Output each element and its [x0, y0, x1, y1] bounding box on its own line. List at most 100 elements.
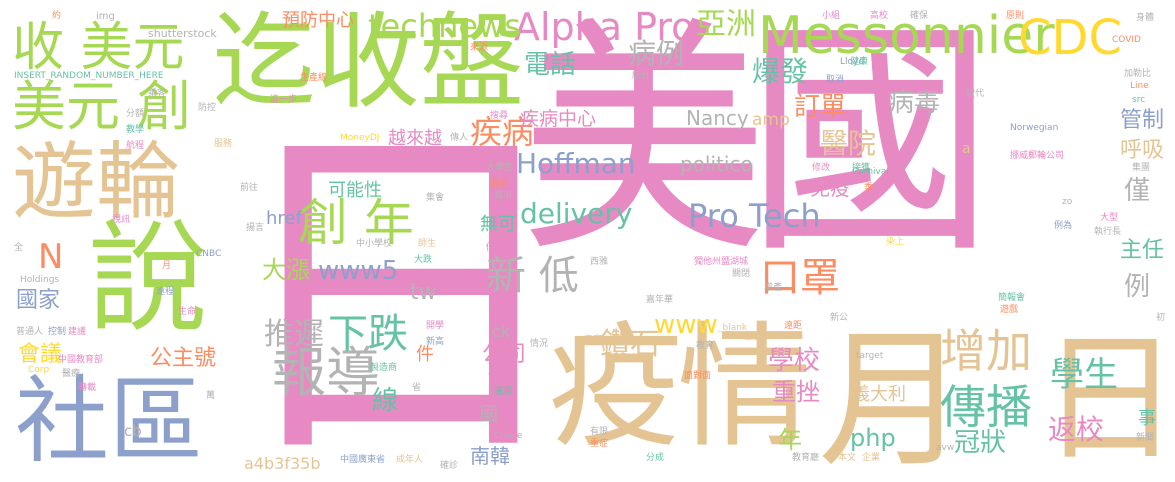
word-yuanju: 遠距: [784, 321, 803, 331]
word-xingao: 新高: [426, 337, 445, 347]
word-yidali: 義大利: [852, 384, 906, 405]
word-ranshang: 染上: [886, 237, 905, 247]
word-huiyi: 會議: [18, 342, 63, 367]
word-yue-small: 約: [52, 11, 62, 21]
word-gongchang: 工廠: [744, 333, 763, 343]
word-yue: 月: [818, 314, 969, 482]
word-huxi: 呼吸: [1120, 138, 1165, 163]
word-guangdong: 中國廣東省: [340, 455, 386, 465]
word-n: N: [38, 237, 64, 277]
word-jibing: 疾病: [470, 113, 535, 151]
word-img: img: [96, 11, 115, 22]
word-jianbaohui: 簡報會: [998, 293, 1026, 303]
word-norwegian: Norwegian: [1010, 123, 1059, 133]
word-tongji: 統計: [632, 71, 651, 81]
word-xinxing: 新型: [338, 409, 357, 419]
word-tw: tw: [410, 280, 437, 305]
word-a4b3f35b: a4b3f35b: [244, 454, 321, 473]
word-sheng: 省: [412, 383, 422, 393]
word-gongzhuhao: 公主號: [150, 346, 217, 371]
word-jian: 件: [416, 344, 434, 365]
word-carnival: Carnival: [852, 167, 889, 177]
word-ri-small: 日: [1040, 318, 1175, 481]
word-target: target: [856, 351, 884, 361]
word-dingdan: 訂單: [794, 92, 847, 122]
word-qingkuang: 情況: [530, 339, 549, 349]
word-avw: avw: [936, 443, 955, 453]
word-xiaozu: 小組: [822, 11, 841, 21]
word-yiliao: 醫療: [62, 369, 81, 379]
word-xuexiao: 學校: [768, 346, 821, 376]
word-blank: _blank: [718, 323, 748, 333]
word-fuwu: 服務: [214, 139, 233, 149]
word-youlun: 遊輪: [12, 133, 181, 231]
word-chuang-nian: 創 年: [298, 194, 414, 252]
word-meiguo: 美國: [520, 0, 994, 286]
word-nancy: Nancy: [686, 106, 749, 130]
word-delivery: delivery: [520, 197, 633, 230]
word-daxing: 大型: [1100, 213, 1119, 223]
word-fanxiao: 返校: [1048, 413, 1105, 446]
word-mianduimian: 面對面: [684, 371, 712, 381]
word-jianyi: 建議: [68, 327, 87, 337]
word-shi: 事: [1138, 408, 1156, 429]
word-chengnianren: 成年人: [396, 455, 424, 465]
word-zhongcuo: 重挫: [772, 378, 820, 406]
word-mianyi: 免疫: [810, 176, 850, 200]
word-technews: technews: [368, 7, 521, 45]
word-xian: 線: [372, 386, 399, 416]
word-quan: 全: [14, 243, 24, 253]
word-hangcheng: 航程: [126, 141, 145, 151]
word-wan: 萬: [206, 391, 216, 401]
word-quxiao: 取消: [826, 75, 845, 85]
word-cdc: CDC: [1018, 10, 1122, 66]
word-jibing-zhongxin: 疾病中心: [520, 108, 597, 130]
word-zengjia: 增加: [940, 324, 1032, 378]
word-zhongxiaoxue: 中小學校: [356, 239, 393, 249]
word-kenengxing: 可能性: [328, 180, 382, 201]
word-daxuesheng: 大學生: [486, 163, 514, 173]
word-baofa: 爆發: [752, 55, 809, 88]
word-gaoxiao: 高校: [870, 11, 889, 21]
word-benwen: 本文: [838, 453, 857, 463]
word-jiankang: 健康: [850, 57, 869, 67]
word-dadie: 大跌: [414, 255, 433, 265]
word-fene: 分額: [126, 109, 145, 119]
word-washi: 蛙市: [494, 191, 513, 201]
word-tuichi: 推遲: [264, 317, 324, 352]
word-shengming: 生命: [178, 307, 197, 317]
word-jiazhi: 價值: [486, 243, 505, 253]
word-yuelaiyue: 越來越: [388, 128, 442, 149]
word-jiaoyuting: 教育廳: [792, 453, 820, 463]
word-ck: ck: [492, 322, 511, 341]
word-shenti: 身體: [1136, 13, 1155, 23]
word-shoushu: 手術: [402, 397, 421, 407]
word-a: a: [962, 141, 971, 157]
word-qiye: 企業: [862, 453, 881, 463]
word-holdings: Holdings: [20, 275, 60, 285]
word-chengke: 乘客: [148, 89, 167, 99]
word-moneydj: MoneyDJ: [340, 133, 380, 143]
word-laiyuan: 來源: [470, 43, 489, 53]
word-zhixingzhang: 執行長: [1094, 227, 1122, 237]
word-yue-tiny: 月: [162, 261, 172, 271]
word-xinwen: 新聞: [1136, 433, 1155, 443]
word-politico: politico: [680, 152, 753, 176]
word-xiadie: 下跌: [328, 311, 408, 357]
word-li: 例: [1124, 272, 1151, 302]
word-dianhua: 電話: [524, 50, 577, 80]
word-messonnier: Messonnier: [758, 6, 1055, 66]
word-xuesheng: 學生: [1050, 355, 1118, 395]
word-alpha-pro: Alpha Pro: [514, 5, 695, 49]
word-yiqing: 疫情: [548, 309, 812, 466]
word-bingdu: 病毒: [888, 88, 941, 118]
word-src: src: [1132, 95, 1146, 105]
word-guojia: 國家: [16, 288, 61, 313]
word-youta: 獨他州鹽湖城: [694, 257, 749, 267]
word-shou-meiyuan: 收 美元: [12, 18, 185, 78]
word-kouzhao: 口罩: [760, 255, 840, 301]
word-jiehuo: 接獲: [852, 163, 871, 173]
word-jiaoyubu: 中國教育部: [58, 355, 104, 365]
word-jinyibu: 進一步: [270, 95, 298, 105]
word-yangyan: 揚言: [246, 223, 265, 233]
